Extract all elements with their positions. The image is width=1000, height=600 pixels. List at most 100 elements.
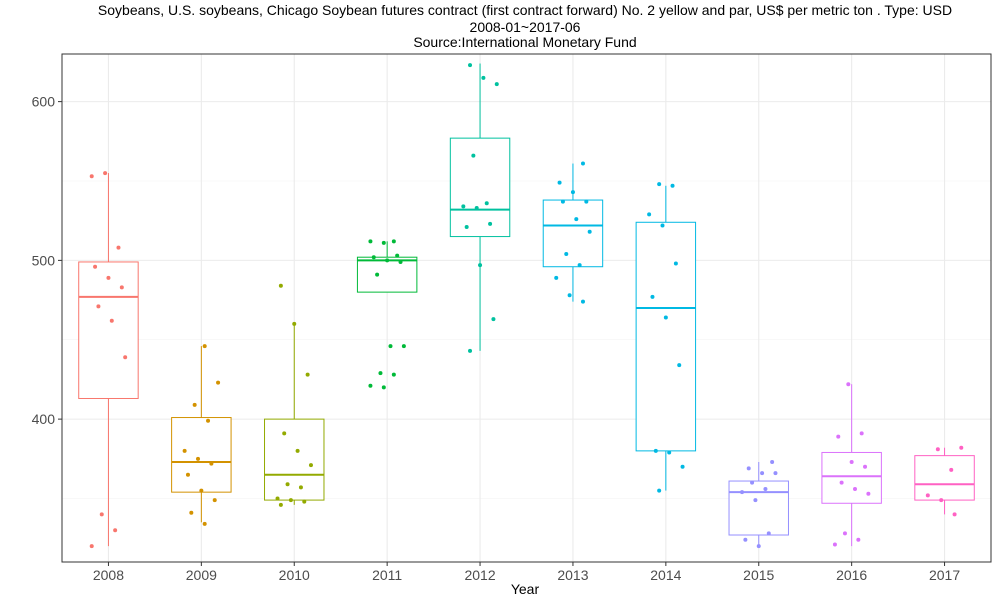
data-point: [667, 450, 672, 455]
y-tick-label: 400: [32, 411, 56, 427]
data-point: [395, 253, 400, 258]
data-point: [763, 486, 768, 491]
data-point: [484, 201, 489, 206]
data-point: [391, 239, 396, 244]
data-point: [852, 486, 857, 491]
data-points: [89, 63, 964, 549]
data-point: [474, 205, 479, 210]
data-point: [557, 180, 562, 185]
x-tick-label: 2008: [93, 567, 124, 583]
data-point: [199, 488, 204, 493]
box-iqr: [78, 261, 139, 399]
data-point: [212, 498, 217, 503]
data-point: [577, 263, 582, 268]
data-point: [298, 485, 303, 490]
data-point: [653, 448, 658, 453]
data-point: [368, 239, 373, 244]
data-point: [773, 471, 778, 476]
data-point: [206, 418, 211, 423]
data-point: [468, 348, 473, 353]
box-2008: [78, 173, 139, 547]
x-tick-label: 2014: [650, 567, 681, 583]
data-point: [856, 537, 861, 542]
points-2008: [89, 171, 128, 549]
data-point: [750, 480, 755, 485]
data-point: [657, 488, 662, 493]
points-2017: [925, 445, 964, 517]
data-point: [670, 183, 675, 188]
data-point: [488, 221, 493, 226]
data-point: [832, 542, 837, 547]
box-2010: [264, 323, 325, 505]
data-point: [468, 63, 473, 68]
data-point: [275, 496, 280, 501]
data-point: [849, 459, 854, 464]
points-2011: [368, 239, 406, 390]
data-point: [680, 464, 685, 469]
data-point: [478, 263, 483, 268]
data-point: [866, 491, 871, 496]
data-point: [677, 363, 682, 368]
data-point: [949, 467, 954, 472]
data-point: [385, 258, 390, 263]
box-iqr: [542, 199, 604, 268]
data-point: [278, 283, 283, 288]
data-point: [99, 512, 104, 517]
data-point: [282, 431, 287, 436]
data-point: [119, 285, 124, 290]
data-point: [216, 380, 221, 385]
box-iqr: [171, 417, 232, 493]
data-point: [743, 537, 748, 542]
data-point: [770, 459, 775, 464]
data-point: [584, 199, 589, 204]
points-2015: [740, 459, 778, 549]
data-point: [481, 75, 486, 80]
y-tick-label: 600: [32, 94, 56, 110]
box-iqr: [635, 221, 697, 452]
data-point: [663, 315, 668, 320]
data-point: [196, 456, 201, 461]
data-point: [375, 272, 380, 277]
box-iqr: [728, 480, 789, 536]
chart-source: Source:International Monetary Fund: [413, 34, 636, 50]
box-2012: [449, 63, 511, 351]
data-point: [308, 463, 313, 468]
data-point: [93, 264, 98, 269]
data-point: [381, 240, 386, 245]
data-point: [756, 544, 761, 549]
data-point: [580, 161, 585, 166]
data-point: [494, 82, 499, 87]
data-point: [113, 528, 118, 533]
data-point: [753, 498, 758, 503]
chart-date-range: 2008-01~2017-06: [470, 19, 581, 35]
data-point: [189, 510, 194, 515]
data-point: [106, 275, 111, 280]
points-2013: [554, 161, 592, 304]
y-tick-label: 500: [32, 252, 56, 268]
plot-panel-border: [61, 53, 992, 563]
data-point: [209, 461, 214, 466]
points-2010: [275, 283, 313, 507]
boxes: [78, 63, 975, 547]
data-point: [295, 448, 300, 453]
data-point: [401, 344, 406, 349]
x-tick-label: 2009: [186, 567, 217, 583]
data-point: [564, 252, 569, 257]
data-point: [305, 372, 310, 377]
x-tick-label: 2013: [557, 567, 588, 583]
data-point: [952, 512, 957, 517]
data-point: [292, 321, 297, 326]
data-point: [842, 531, 847, 536]
data-point: [959, 445, 964, 450]
data-point: [846, 382, 851, 387]
data-point: [182, 448, 187, 453]
data-point: [650, 294, 655, 299]
data-point: [278, 502, 283, 507]
data-point: [491, 317, 496, 322]
data-point: [185, 472, 190, 477]
box-iqr: [914, 455, 975, 501]
data-point: [388, 344, 393, 349]
data-point: [587, 229, 592, 234]
data-point: [288, 498, 293, 503]
box-2009: [171, 346, 232, 523]
